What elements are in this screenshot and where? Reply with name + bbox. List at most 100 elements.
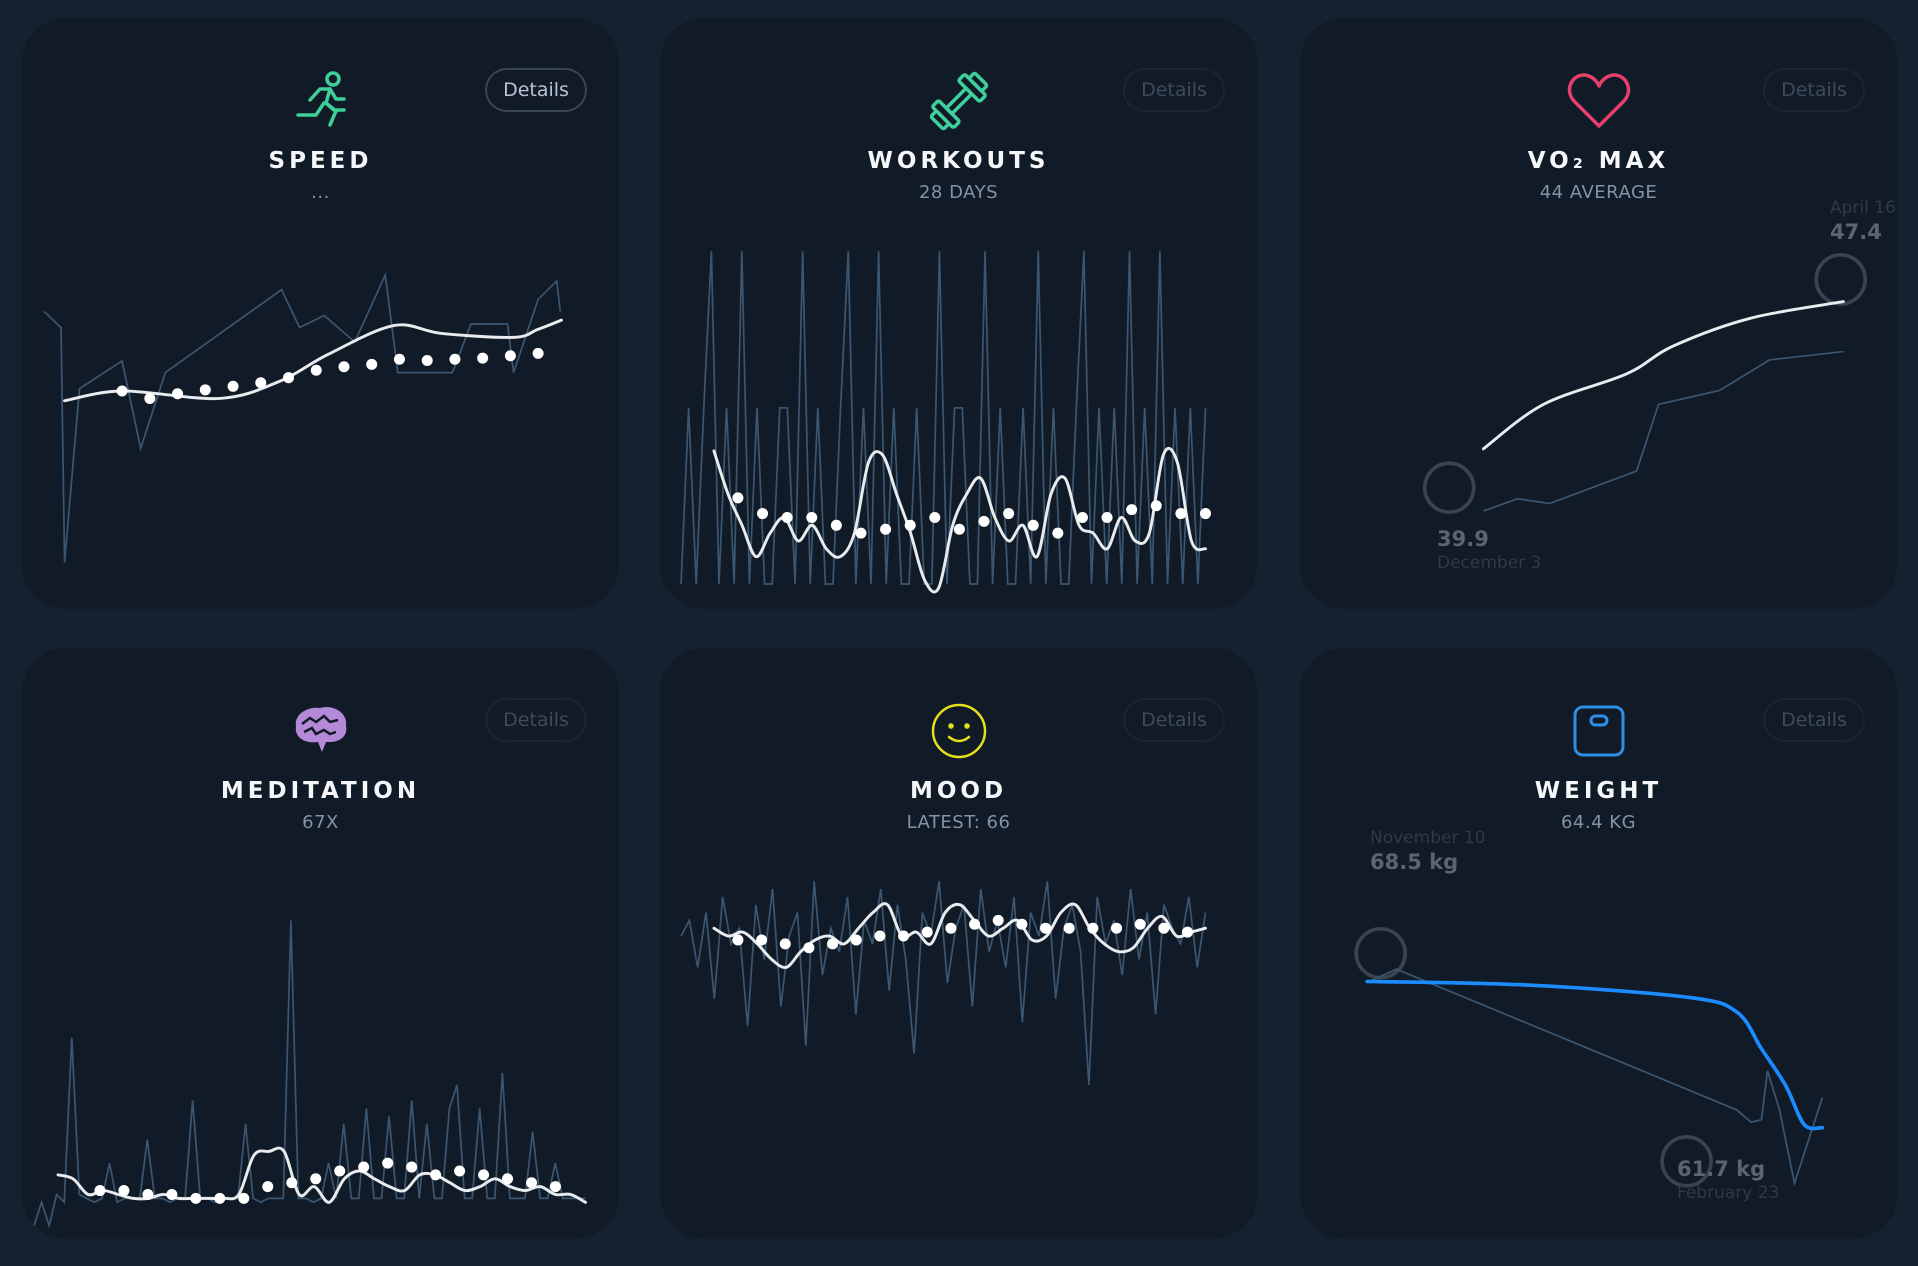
average-dot [1076, 511, 1088, 523]
max-date-label: November 10 [1370, 828, 1486, 848]
weight-chart [1354, 926, 1825, 1188]
speed-chart [43, 271, 563, 563]
average-dot [393, 353, 405, 365]
mood-card: MOOD LATEST: 66 Details [660, 648, 1257, 1239]
trend-line [712, 446, 1207, 594]
raw-series-line [680, 251, 1207, 585]
extreme-marker [1422, 461, 1476, 515]
average-dot [978, 515, 990, 527]
average-dot [144, 392, 156, 404]
average-dot [262, 1181, 274, 1193]
min-date-label: February 23 [1677, 1183, 1780, 1203]
card-title: VO₂ MAX [1527, 148, 1670, 174]
average-dot [969, 918, 981, 930]
vo2max-card: VO₂ MAX 44 AVERAGE Details April 16 47.4… [1300, 18, 1897, 609]
average-dot [214, 1192, 226, 1204]
average-dot [1126, 504, 1138, 516]
brain-icon [295, 706, 346, 752]
average-dot [421, 354, 433, 366]
smiley-icon [931, 703, 986, 759]
workouts-card: WORKOUTS 28 DAYS Details [660, 18, 1257, 609]
average-dot [502, 1173, 514, 1185]
average-dot [921, 926, 933, 938]
average-dot [1199, 508, 1212, 520]
speed-card: SPEED ... Details [22, 18, 619, 609]
average-dot [94, 1185, 106, 1197]
average-dot [477, 352, 489, 364]
average-dot [1040, 922, 1052, 934]
details-button[interactable]: Details [485, 698, 587, 742]
average-dot [880, 523, 892, 535]
meditation-chart [33, 920, 587, 1229]
average-dot [732, 934, 744, 946]
average-dot [806, 511, 818, 523]
average-dot [1111, 922, 1123, 934]
card-title: SPEED [268, 148, 373, 174]
raw-series-line [33, 920, 586, 1229]
average-dot [1087, 922, 1099, 934]
details-button[interactable]: Details [485, 68, 587, 112]
min-date-label: December 3 [1437, 553, 1542, 573]
card-subtitle: LATEST: 66 [906, 812, 1011, 833]
average-dot [550, 1181, 562, 1193]
average-dot [757, 508, 769, 520]
trend-line [1481, 300, 1845, 451]
extreme-marker [1354, 926, 1407, 980]
max-value-label: 68.5 kg [1370, 850, 1459, 874]
average-dot [142, 1188, 154, 1200]
workouts-chart [680, 251, 1212, 594]
raw-series-line [43, 271, 562, 563]
average-dot [454, 1165, 466, 1177]
average-dot [1158, 922, 1170, 934]
card-title: MEDITATION [220, 778, 421, 804]
details-button[interactable]: Details [1123, 698, 1225, 742]
details-button[interactable]: Details [1763, 698, 1865, 742]
average-dot [286, 1177, 298, 1189]
weight-card: WEIGHT 64.4 KG Details November 10 68.5 … [1300, 648, 1897, 1239]
average-dot [227, 380, 239, 392]
average-dot [190, 1192, 202, 1204]
average-dot [898, 930, 910, 942]
average-dot [1052, 527, 1064, 539]
average-dot [238, 1192, 250, 1204]
average-dot [1003, 508, 1015, 520]
trend-line [1365, 979, 1825, 1131]
max-date-label: April 16 [1830, 198, 1896, 218]
average-dot [504, 350, 516, 362]
average-dot [310, 1173, 322, 1185]
raw-series-line [1483, 350, 1844, 512]
details-button[interactable]: Details [1763, 68, 1865, 112]
average-dot [1175, 508, 1187, 520]
card-subtitle: 44 AVERAGE [1539, 182, 1658, 203]
average-dot [1027, 519, 1039, 531]
average-dot [1150, 500, 1162, 512]
card-title: WORKOUTS [867, 148, 1050, 174]
average-dot [118, 1185, 130, 1197]
average-dot [172, 388, 184, 400]
card-subtitle: ... [311, 182, 330, 203]
raw-series-line [1369, 968, 1824, 1187]
average-dot [874, 930, 886, 942]
average-dot [449, 353, 461, 365]
card-subtitle: 28 DAYS [918, 182, 998, 203]
average-dot [338, 361, 350, 373]
card-title: WEIGHT [1534, 778, 1663, 804]
average-dot [430, 1169, 442, 1181]
average-dot [929, 511, 941, 523]
average-dot [1134, 918, 1146, 930]
meditation-card: MEDITATION 67X Details [22, 648, 619, 1239]
average-dot [953, 523, 965, 535]
average-dot [116, 385, 128, 397]
details-button[interactable]: Details [1123, 68, 1225, 112]
card-subtitle: 64.4 KG [1560, 812, 1637, 833]
min-value-label: 39.9 [1437, 527, 1489, 551]
average-dot [855, 527, 867, 539]
average-dot [478, 1169, 490, 1181]
average-dot [310, 364, 322, 376]
average-dot [526, 1177, 538, 1189]
average-dot [992, 914, 1004, 926]
max-value-label: 47.4 [1830, 220, 1882, 244]
average-dot [1016, 918, 1028, 930]
average-dot [1063, 922, 1075, 934]
average-dot [756, 934, 768, 946]
